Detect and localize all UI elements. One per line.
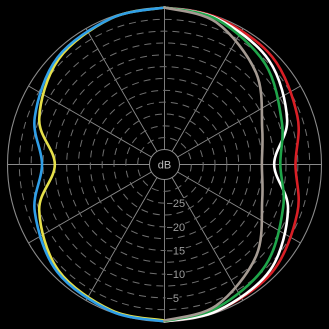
db-ring [101,101,228,228]
polar-series-right-4 [163,6,290,323]
db-ring [18,18,311,311]
db-ring [89,89,240,240]
center-disc [149,149,180,180]
db-ring [78,78,251,251]
spoke-line [85,177,158,301]
db-ring [113,113,216,216]
radial-tick-labels: −5 −10 −15 −20 −25 [165,197,187,307]
center-marker: dB [149,149,180,180]
db-ring [137,137,192,192]
radial-tick-label: −25 [167,198,186,210]
polar-series [33,6,300,323]
polar-series-right-6 [163,6,264,322]
polar-series-left-2 [33,6,166,323]
radial-tick-label: −5 [167,293,180,305]
spoke-line [28,171,152,244]
radial-tick-label: −10 [167,269,186,281]
polar-series-right-5 [163,6,286,323]
db-ring [42,42,287,287]
spoke-line [85,28,158,152]
db-ring [30,30,299,299]
radial-tick-label: −15 [167,246,186,258]
center-label: dB [158,160,171,172]
db-ring [125,125,204,204]
radial-tick-label: −20 [167,222,186,234]
